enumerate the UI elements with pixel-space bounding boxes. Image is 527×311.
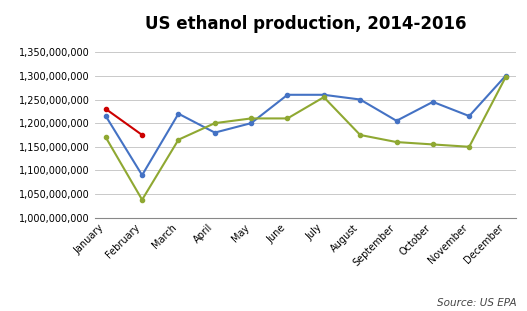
2014 ethanol generation: [285, 117, 291, 120]
2015 ethanol generation: [103, 114, 109, 118]
Text: Source: US EPA: Source: US EPA: [437, 298, 516, 308]
2015 ethanol generation: [430, 100, 436, 104]
2014 ethanol generation: [430, 142, 436, 146]
2016 ethanol generation: [139, 133, 145, 137]
2015 ethanol generation: [212, 131, 218, 134]
2015 ethanol generation: [502, 74, 509, 78]
2014 ethanol generation: [175, 138, 182, 142]
2015 ethanol generation: [393, 119, 399, 123]
2014 ethanol generation: [139, 198, 145, 202]
Title: US ethanol production, 2014-2016: US ethanol production, 2014-2016: [145, 15, 466, 33]
2015 ethanol generation: [175, 112, 182, 116]
2014 ethanol generation: [466, 145, 472, 149]
2014 ethanol generation: [320, 95, 327, 99]
Line: 2014 ethanol generation: 2014 ethanol generation: [104, 75, 508, 202]
2014 ethanol generation: [103, 136, 109, 139]
2016 ethanol generation: [103, 107, 109, 111]
Line: 2016 ethanol generation: 2016 ethanol generation: [104, 107, 144, 137]
2014 ethanol generation: [248, 117, 255, 120]
2015 ethanol generation: [357, 98, 363, 101]
2014 ethanol generation: [393, 140, 399, 144]
2015 ethanol generation: [248, 121, 255, 125]
2015 ethanol generation: [320, 93, 327, 97]
2014 ethanol generation: [212, 121, 218, 125]
Line: 2015 ethanol generation: 2015 ethanol generation: [104, 74, 508, 177]
2014 ethanol generation: [502, 76, 509, 79]
2014 ethanol generation: [357, 133, 363, 137]
2015 ethanol generation: [139, 173, 145, 177]
2015 ethanol generation: [466, 114, 472, 118]
2015 ethanol generation: [285, 93, 291, 97]
